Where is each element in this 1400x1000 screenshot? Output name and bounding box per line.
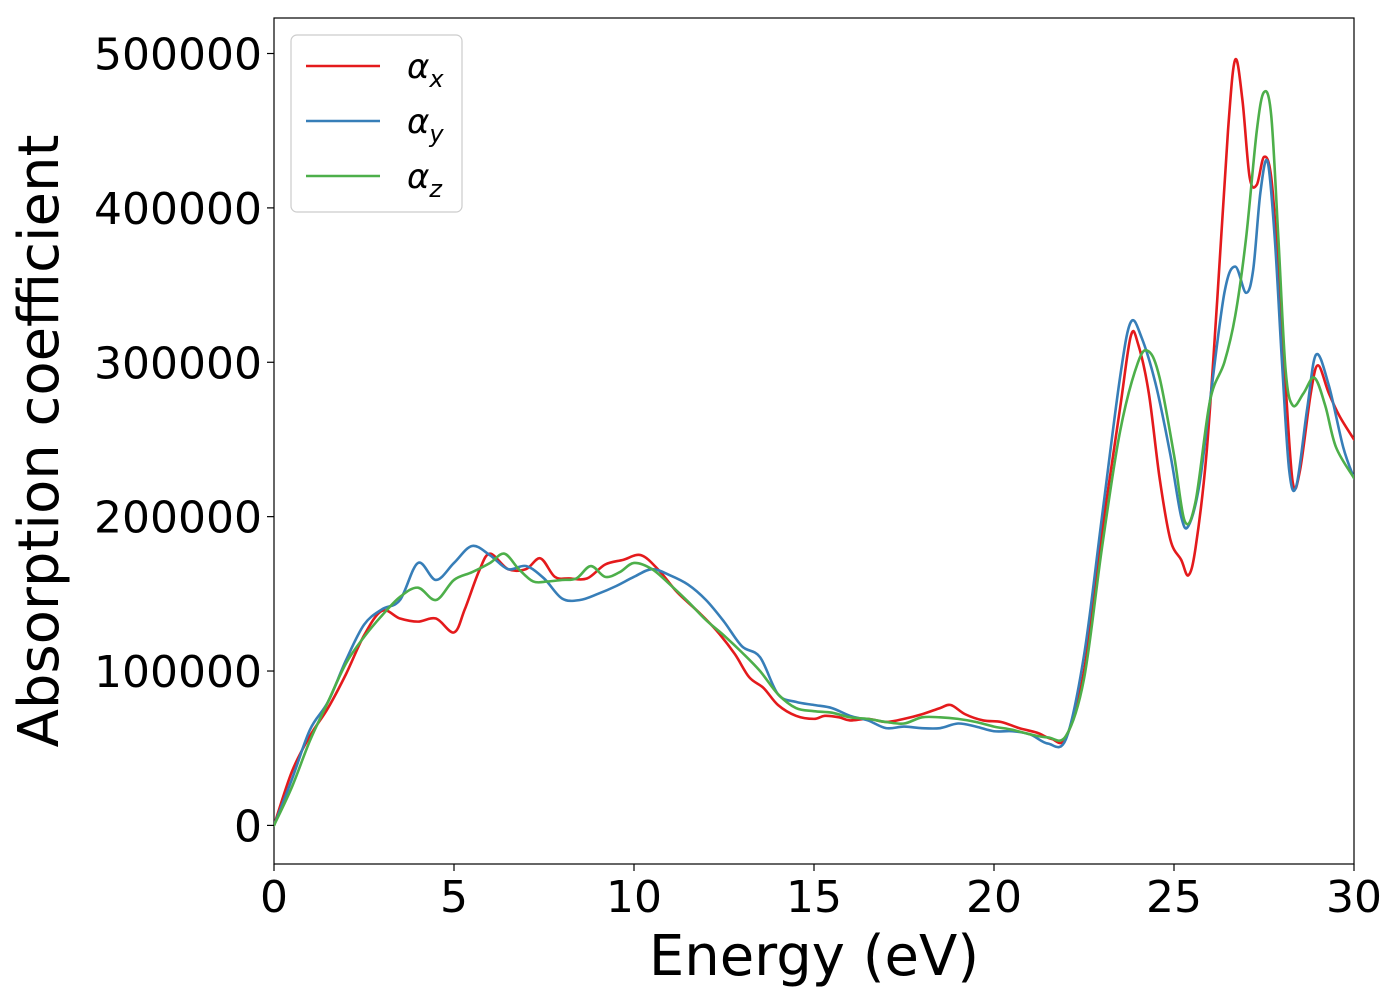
y-tick-label: 400000 — [94, 184, 262, 235]
plot-lines — [274, 57, 1354, 827]
x-axis-title: Energy (eV) — [649, 924, 979, 989]
y-tick-label: 300000 — [94, 338, 262, 389]
legend-label-alpha-z: αz — [407, 157, 443, 203]
series-line-alpha-y — [274, 158, 1354, 827]
y-axis-title: Absorption coefficient — [7, 135, 72, 748]
y-tick-label: 200000 — [94, 493, 262, 544]
legend-label-main: α — [407, 47, 429, 87]
legend-label-main: α — [407, 102, 429, 142]
x-axis-ticks: 0 5 10 15 20 25 30 — [260, 864, 1382, 923]
legend-label-alpha-y: αy — [407, 102, 444, 148]
legend-label-main: α — [407, 157, 429, 197]
y-tick-label: 100000 — [94, 647, 262, 698]
legend-label-alpha-x: αx — [407, 47, 444, 93]
x-tick-label: 15 — [786, 872, 842, 923]
x-tick-label: 25 — [1146, 872, 1202, 923]
y-tick-label: 500000 — [94, 30, 262, 81]
series-line-alpha-z — [274, 89, 1354, 827]
legend-label-subscript: y — [428, 120, 444, 148]
x-tick-label: 10 — [606, 872, 662, 923]
x-tick-label: 30 — [1326, 872, 1382, 923]
legend-label-subscript: x — [428, 65, 444, 93]
y-axis-ticks: 0 100000 200000 300000 400000 500000 — [94, 30, 274, 852]
x-tick-label: 0 — [260, 872, 288, 923]
legend-box — [290, 34, 463, 213]
x-tick-label: 5 — [440, 872, 468, 923]
legend-label-subscript: z — [428, 175, 443, 203]
x-tick-label: 20 — [966, 872, 1022, 923]
y-tick-label: 0 — [234, 801, 262, 852]
